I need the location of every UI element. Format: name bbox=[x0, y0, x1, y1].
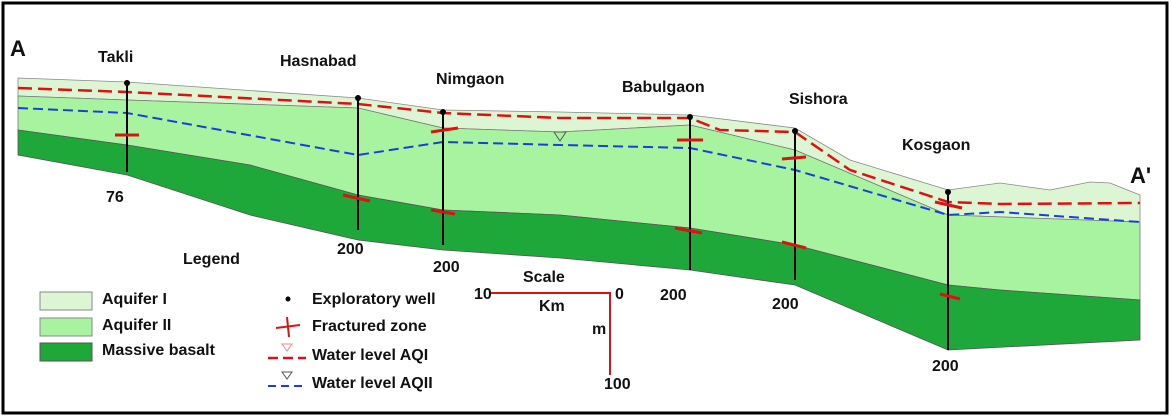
well-depth: 200 bbox=[660, 287, 687, 304]
well-dot bbox=[124, 80, 130, 86]
well-name: Hasnabad bbox=[280, 53, 356, 70]
scale-unit: Km bbox=[539, 298, 565, 315]
scale-unit: m bbox=[592, 321, 606, 338]
well-dot bbox=[440, 109, 446, 115]
scale-label: 0 bbox=[615, 286, 624, 303]
legend-swatch bbox=[40, 343, 92, 361]
legend-label: Water level AQII bbox=[312, 375, 433, 392]
well-depth: 200 bbox=[772, 296, 799, 313]
well-depth: 76 bbox=[106, 189, 124, 206]
well-name: Takli bbox=[98, 49, 133, 66]
fracture bbox=[782, 157, 806, 159]
well-depth: 200 bbox=[932, 358, 959, 375]
legend-label: Aquifer II bbox=[102, 317, 171, 334]
legend-label: Fractured zone bbox=[312, 318, 427, 335]
well-name: Sishora bbox=[789, 91, 848, 108]
legend-title: Legend bbox=[183, 251, 240, 268]
page: {"section": {"start": "A", "end": "A'"},… bbox=[0, 0, 1171, 416]
scale-label: 10 bbox=[474, 286, 492, 303]
well-dot bbox=[355, 95, 361, 101]
well-depth: 200 bbox=[337, 241, 364, 258]
scale-label: 100 bbox=[604, 376, 631, 393]
well-name: Nimgaon bbox=[436, 71, 504, 88]
well-dot bbox=[687, 114, 693, 120]
well-dot bbox=[792, 128, 798, 134]
well-name: Kosgaon bbox=[902, 137, 970, 154]
section-start: A bbox=[10, 36, 26, 61]
well-depth: 200 bbox=[433, 259, 460, 276]
well-dot bbox=[945, 189, 951, 195]
legend-swatch bbox=[40, 318, 92, 336]
cross-section: A A' Takli Hasnabad Nimgaon Babulgaon Si… bbox=[0, 0, 1171, 416]
legend-swatch bbox=[40, 292, 92, 310]
legend-label: Water level AQI bbox=[312, 347, 428, 364]
legend-label: Massive basalt bbox=[102, 342, 216, 359]
legend-label: Exploratory well bbox=[312, 291, 436, 308]
scale-title: Scale bbox=[523, 269, 565, 286]
legend-label: Aquifer I bbox=[102, 291, 167, 308]
well-name: Babulgaon bbox=[622, 79, 705, 96]
legend-well-symbol bbox=[286, 297, 291, 302]
section-end: A' bbox=[1130, 163, 1151, 188]
